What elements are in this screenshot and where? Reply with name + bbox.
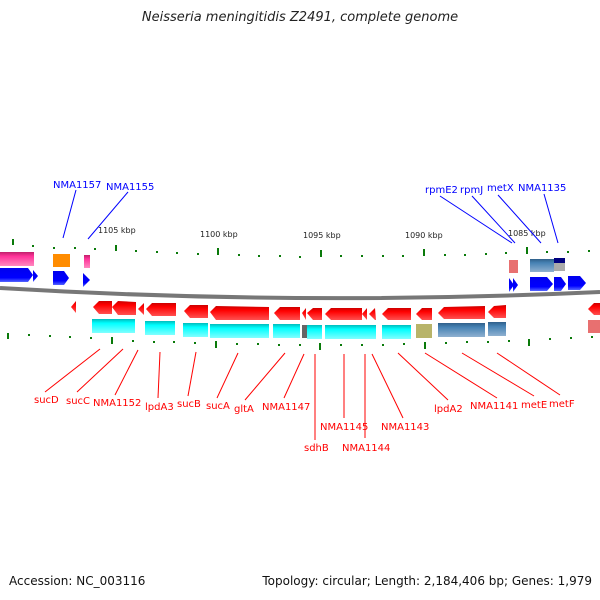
cds-feature[interactable] <box>84 255 90 268</box>
gene-label[interactable]: sucA <box>206 401 230 412</box>
cds-feature[interactable] <box>183 323 208 337</box>
reverse-gene[interactable] <box>112 301 136 315</box>
reverse-gene[interactable] <box>588 303 600 315</box>
topology-text: Topology: circular; Length: 2,184,406 bp… <box>262 574 592 588</box>
cds-feature[interactable] <box>210 324 269 338</box>
gene-label[interactable]: NMA1143 <box>381 422 429 433</box>
map-title: Neisseria meningitidis Z2491, complete g… <box>141 10 459 25</box>
reverse-gene[interactable] <box>93 301 112 314</box>
forward-gene[interactable] <box>0 268 33 282</box>
cds-feature[interactable] <box>53 254 70 267</box>
reverse-gene[interactable] <box>369 308 376 320</box>
forward-gene[interactable] <box>509 278 514 292</box>
gene-label[interactable]: sucC <box>66 396 90 407</box>
cds-feature[interactable] <box>382 325 411 339</box>
forward-gene[interactable] <box>53 271 69 285</box>
forward-gene[interactable] <box>530 277 553 291</box>
forward-gene[interactable] <box>33 270 38 282</box>
reverse-gene[interactable] <box>438 306 485 319</box>
gene-label[interactable]: metF <box>549 399 575 410</box>
gene-label[interactable]: metE <box>521 400 547 411</box>
cds-feature[interactable] <box>416 324 432 338</box>
cds-feature[interactable] <box>145 321 175 335</box>
gene-label[interactable]: metX <box>487 183 514 194</box>
genome-backbone <box>0 286 600 301</box>
gene-label[interactable]: NMA1147 <box>262 402 310 413</box>
gene-label[interactable]: lpdA2 <box>434 404 463 415</box>
gene-label[interactable]: rpmE2 <box>425 185 458 196</box>
gene-label[interactable]: rpmJ <box>460 185 483 196</box>
cds-feature[interactable] <box>0 252 34 266</box>
forward-genes-track <box>0 268 586 292</box>
forward-cds-track <box>0 252 565 273</box>
accession-text: Accession: NC_003116 <box>9 574 146 588</box>
gene-label[interactable]: NMA1145 <box>320 422 368 433</box>
cds-feature[interactable] <box>530 259 554 272</box>
scale-label: 1090 kbp <box>405 231 443 240</box>
reverse-gene[interactable] <box>325 308 362 320</box>
gene-label[interactable]: sucB <box>177 399 201 410</box>
reverse-gene[interactable] <box>146 303 176 316</box>
scale-label: 1100 kbp <box>200 230 238 239</box>
cds-feature[interactable] <box>325 325 376 339</box>
reverse-gene[interactable] <box>210 306 269 320</box>
gene-label[interactable]: lpdA3 <box>145 402 174 413</box>
cds-feature[interactable] <box>307 325 322 339</box>
gene-label[interactable]: NMA1157 <box>53 180 101 191</box>
bottom-leader-lines <box>44 348 561 440</box>
cds-feature[interactable] <box>588 320 600 333</box>
gene-label[interactable]: NMA1135 <box>518 183 566 194</box>
reverse-cds-track <box>92 319 600 339</box>
gene-label[interactable]: NMA1141 <box>470 401 518 412</box>
cds-feature[interactable] <box>509 260 518 273</box>
scale-label: 1085 kbp <box>508 229 546 238</box>
reverse-gene[interactable] <box>71 301 76 313</box>
gene-label[interactable]: sucD <box>34 395 59 406</box>
cds-feature[interactable] <box>488 322 506 336</box>
forward-gene[interactable] <box>554 277 566 291</box>
top-leader-lines <box>62 189 559 244</box>
reverse-gene[interactable] <box>274 307 300 320</box>
reverse-gene[interactable] <box>184 305 208 318</box>
forward-gene[interactable] <box>83 273 90 287</box>
cds-feature[interactable] <box>302 325 307 338</box>
cds-feature[interactable] <box>273 324 300 338</box>
reverse-gene[interactable] <box>488 305 506 318</box>
reverse-gene[interactable] <box>307 308 322 320</box>
gene-label[interactable]: sdhB <box>304 443 329 454</box>
cds-feature[interactable] <box>554 258 565 271</box>
reverse-gene[interactable] <box>382 308 411 320</box>
gene-label[interactable]: gltA <box>234 404 254 415</box>
gene-label[interactable]: NMA1152 <box>93 398 141 409</box>
reverse-gene[interactable] <box>138 303 144 315</box>
scale-ticks <box>7 239 593 350</box>
gene-label[interactable]: NMA1144 <box>342 443 390 454</box>
forward-gene[interactable] <box>568 276 586 290</box>
reverse-gene[interactable] <box>416 308 432 320</box>
scale-label: 1105 kbp <box>98 226 136 235</box>
forward-gene[interactable] <box>513 278 518 292</box>
gene-label[interactable]: NMA1155 <box>106 182 154 193</box>
scale-label: 1095 kbp <box>303 231 341 240</box>
cds-feature[interactable] <box>92 319 135 333</box>
reverse-genes-track <box>71 301 600 320</box>
reverse-gene[interactable] <box>302 308 306 320</box>
reverse-gene[interactable] <box>362 308 367 320</box>
cds-feature[interactable] <box>438 323 485 337</box>
